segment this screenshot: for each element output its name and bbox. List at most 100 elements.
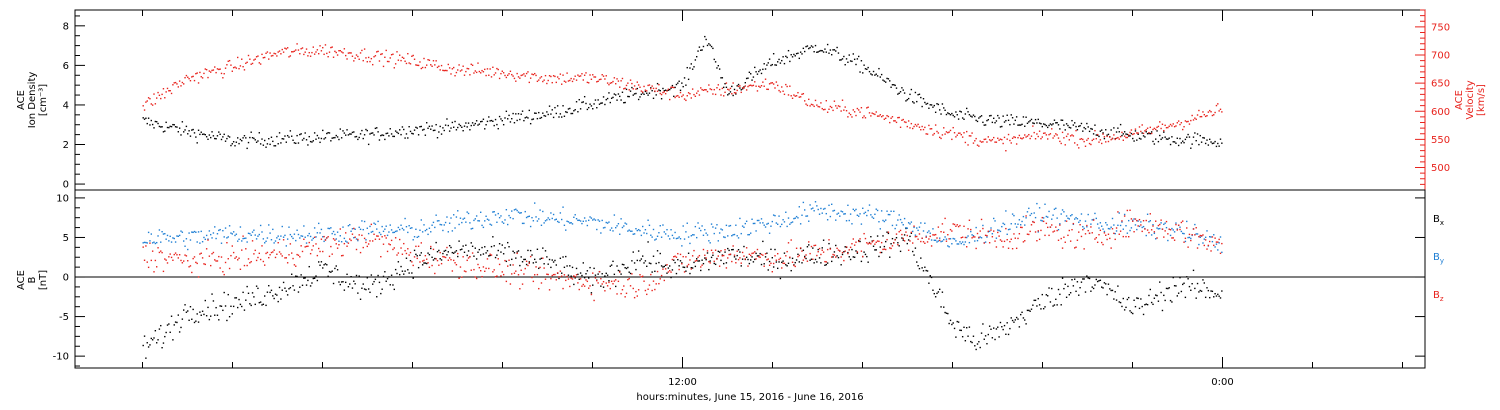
data-point xyxy=(1150,301,1153,304)
data-point xyxy=(338,240,340,242)
data-point xyxy=(489,254,491,257)
data-point xyxy=(808,47,810,50)
data-point xyxy=(455,129,458,131)
data-point xyxy=(451,270,454,272)
data-point xyxy=(212,69,215,71)
data-point xyxy=(844,250,846,252)
data-point xyxy=(642,92,644,94)
data-point xyxy=(339,50,341,52)
data-point xyxy=(762,240,764,243)
data-point xyxy=(237,306,239,309)
x-axis-label: hours:minutes, June 15, 2016 - June 16, … xyxy=(636,392,864,403)
data-point xyxy=(447,124,449,127)
data-point xyxy=(470,228,472,230)
data-point xyxy=(195,320,197,322)
data-point xyxy=(1144,130,1146,132)
data-point xyxy=(1175,125,1177,127)
data-point xyxy=(647,241,649,243)
data-point xyxy=(219,68,221,70)
data-point xyxy=(473,72,475,74)
data-point xyxy=(304,246,306,248)
data-point xyxy=(864,253,867,256)
data-point xyxy=(1013,214,1015,217)
data-point xyxy=(597,273,599,275)
data-point xyxy=(299,237,301,239)
data-point xyxy=(362,246,364,249)
data-point xyxy=(577,273,579,276)
data-point xyxy=(403,229,405,231)
data-point xyxy=(442,127,444,129)
data-point xyxy=(701,88,703,91)
data-point xyxy=(731,260,733,263)
data-point xyxy=(1164,230,1166,232)
data-point xyxy=(372,63,374,66)
data-point xyxy=(690,97,692,99)
data-point xyxy=(532,262,535,264)
data-point xyxy=(585,220,587,222)
data-point xyxy=(1006,322,1008,324)
data-point xyxy=(423,57,425,60)
data-point xyxy=(512,250,514,252)
data-point xyxy=(655,87,657,90)
data-point xyxy=(1130,227,1133,229)
data-point xyxy=(478,70,481,73)
data-point xyxy=(816,205,818,207)
data-point xyxy=(1156,130,1158,132)
data-point xyxy=(829,49,832,51)
data-point xyxy=(944,311,946,314)
data-point xyxy=(1095,236,1097,239)
data-point xyxy=(388,135,390,137)
data-point xyxy=(160,324,162,327)
data-point xyxy=(752,252,755,254)
data-point xyxy=(1086,275,1088,277)
data-point xyxy=(421,231,424,233)
data-point xyxy=(277,235,279,237)
data-point xyxy=(524,210,526,213)
data-point xyxy=(358,136,360,139)
data-point xyxy=(903,240,906,242)
data-point xyxy=(158,251,161,254)
data-point xyxy=(161,126,163,128)
data-point xyxy=(339,128,341,130)
data-point xyxy=(330,271,332,273)
data-point xyxy=(474,247,476,249)
data-point xyxy=(550,212,552,214)
data-point xyxy=(400,265,402,268)
data-point xyxy=(767,269,769,271)
data-point xyxy=(1030,212,1033,215)
data-point xyxy=(1057,288,1060,291)
data-point xyxy=(671,258,674,261)
data-point xyxy=(296,134,298,137)
data-point xyxy=(871,112,873,114)
data-point xyxy=(1200,290,1203,292)
data-point xyxy=(675,95,678,97)
data-point xyxy=(1105,141,1107,143)
data-point xyxy=(793,94,795,96)
data-point xyxy=(484,270,486,272)
data-point xyxy=(277,143,279,145)
data-point xyxy=(835,50,837,52)
data-point xyxy=(340,281,343,283)
data-point xyxy=(610,280,613,283)
data-point xyxy=(720,77,722,79)
data-point xyxy=(529,249,532,252)
data-point xyxy=(1157,228,1160,230)
data-point xyxy=(579,272,582,274)
data-point xyxy=(1138,218,1141,221)
right-tick-label: 700 xyxy=(1431,51,1450,62)
data-point xyxy=(315,138,317,140)
data-point xyxy=(401,126,404,128)
data-point xyxy=(519,264,521,267)
data-point xyxy=(789,60,791,63)
data-point xyxy=(1211,240,1214,243)
data-point xyxy=(1075,216,1077,219)
data-point xyxy=(299,53,301,55)
data-point xyxy=(600,232,602,234)
y-tick-label: -5 xyxy=(59,312,69,323)
data-point xyxy=(1153,143,1156,145)
data-point xyxy=(558,277,560,280)
data-point xyxy=(824,108,826,111)
data-point xyxy=(917,123,919,126)
data-point xyxy=(478,266,481,269)
data-point xyxy=(747,258,749,261)
